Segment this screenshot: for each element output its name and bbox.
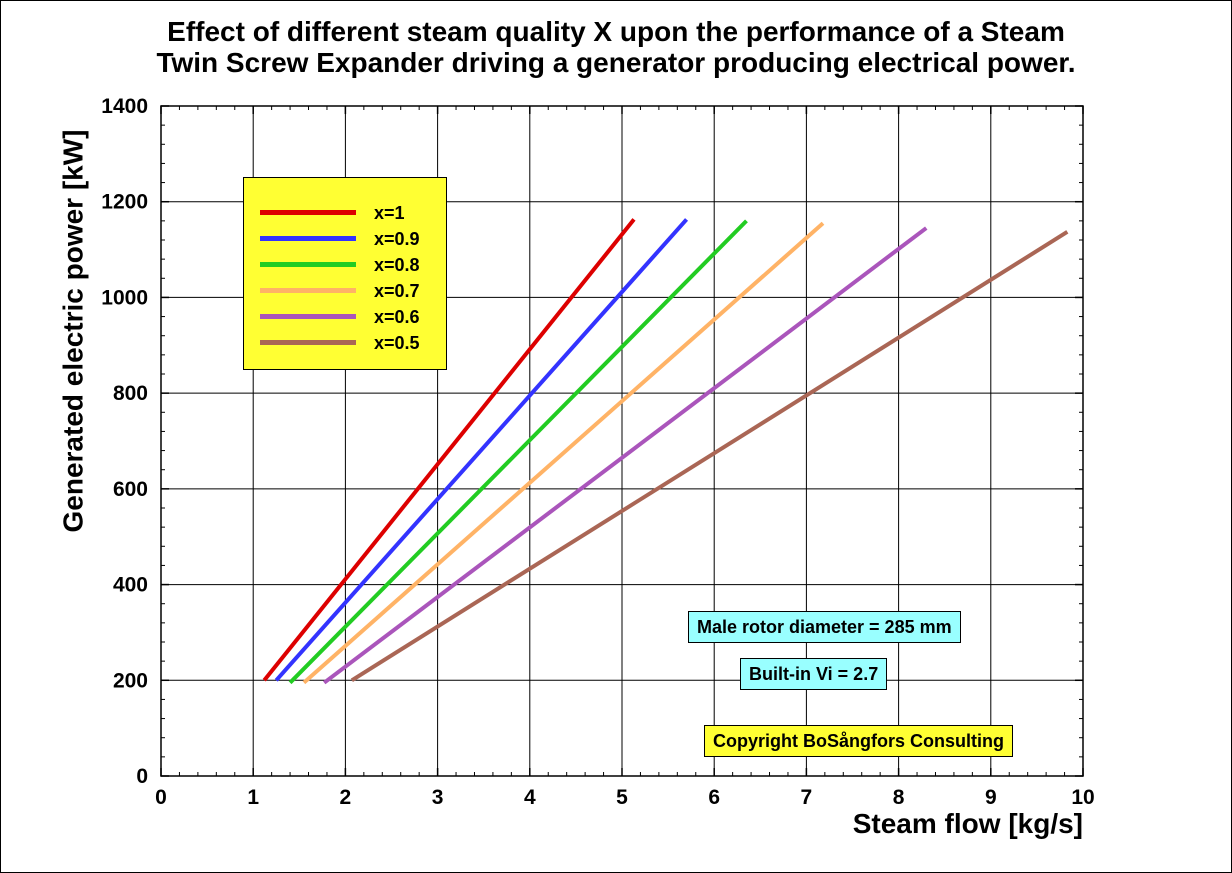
y-tick-label: 200 (113, 669, 148, 692)
legend-swatch (260, 288, 356, 293)
series-line-2 (274, 218, 689, 682)
chart-title-line-1: Effect of different steam quality X upon… (167, 16, 1065, 47)
legend-swatch (260, 340, 356, 345)
legend-label: x=0.8 (374, 255, 420, 275)
legend-item: x=0.5 (260, 332, 440, 354)
legend-item: x=0.8 (260, 254, 440, 276)
x-tick-label: 7 (801, 786, 813, 809)
legend-label: x=1 (374, 203, 405, 223)
x-tick-label: 10 (1071, 786, 1094, 809)
legend-label: x=0.7 (374, 281, 420, 301)
x-tick-label: 4 (524, 786, 536, 809)
series-line-4 (302, 221, 825, 685)
legend-swatch (260, 262, 356, 267)
series-layer (262, 218, 1069, 685)
x-tick-label: 6 (708, 786, 720, 809)
legend-swatch (260, 314, 356, 319)
legend-item: x=1 (260, 202, 440, 224)
y-tick-label: 1200 (101, 191, 148, 214)
chart-title: Effect of different steam quality X upon… (0, 16, 1232, 78)
y-axis-title: Generated electric power [kW] (58, 129, 89, 532)
legend-swatch (260, 236, 356, 241)
x-tick-label: 8 (893, 786, 905, 809)
legend-label: x=0.5 (374, 333, 420, 353)
x-tick-label: 1 (247, 786, 259, 809)
x-tick-label: 2 (340, 786, 352, 809)
series-line-3 (288, 219, 748, 685)
series-line-5 (322, 226, 928, 685)
y-tick-label: 1000 (101, 286, 148, 309)
legend: x=1 x=0.9 x=0.8 x=0.7 x=0.6 x=0.5 (243, 177, 447, 370)
y-tick-label: 600 (113, 478, 148, 501)
legend-label: x=0.6 (374, 307, 420, 327)
legend-label: x=0.9 (374, 229, 420, 249)
legend-swatch (260, 210, 356, 215)
axis-ticks (160, 105, 1084, 777)
x-tick-label: 9 (985, 786, 997, 809)
legend-item: x=0.7 (260, 280, 440, 302)
series-line-1 (262, 218, 636, 682)
y-tick-label: 400 (113, 574, 148, 597)
legend-item: x=0.9 (260, 228, 440, 250)
built-in-vi-note: Built-in Vi = 2.7 (740, 658, 888, 690)
y-tick-label: 0 (136, 765, 148, 788)
x-axis-title: Steam flow [kg/s] (853, 808, 1083, 839)
x-tick-label: 5 (616, 786, 628, 809)
copyright-note: Copyright BoSångfors Consulting (704, 725, 1013, 757)
y-tick-label: 1400 (101, 95, 148, 118)
x-tick-label: 0 (155, 786, 167, 809)
x-tick-label: 3 (432, 786, 444, 809)
y-tick-label: 800 (113, 382, 148, 405)
series-line-6 (350, 230, 1069, 682)
tick-labels: 0 1 2 3 4 5 6 7 8 9 10 0 200 400 600 800 1000 1200 1400 (101, 95, 1094, 809)
legend-item: x=0.6 (260, 306, 440, 328)
rotor-diameter-note: Male rotor diameter = 285 mm (688, 611, 961, 643)
chart-title-line-2: Twin Screw Expander driving a generator … (156, 47, 1076, 78)
